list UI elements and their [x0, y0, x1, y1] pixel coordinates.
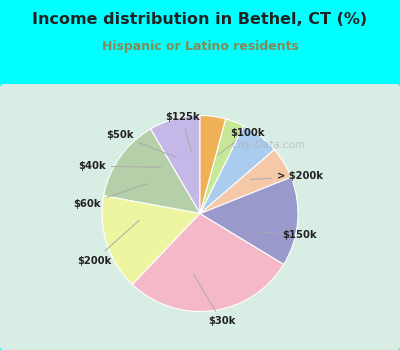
- Text: $150k: $150k: [259, 230, 317, 240]
- Text: $40k: $40k: [78, 161, 161, 171]
- Wedge shape: [200, 149, 291, 214]
- Text: Hispanic or Latino residents: Hispanic or Latino residents: [102, 40, 298, 53]
- Text: $30k: $30k: [194, 274, 235, 326]
- Wedge shape: [150, 116, 200, 214]
- Wedge shape: [132, 214, 284, 312]
- Wedge shape: [104, 129, 200, 214]
- Wedge shape: [200, 116, 226, 214]
- Wedge shape: [200, 177, 298, 264]
- Wedge shape: [200, 119, 244, 214]
- Text: Income distribution in Bethel, CT (%): Income distribution in Bethel, CT (%): [32, 12, 368, 27]
- Text: $100k: $100k: [218, 128, 264, 155]
- Text: $60k: $60k: [74, 184, 147, 209]
- Text: $50k: $50k: [106, 130, 176, 158]
- Wedge shape: [200, 126, 274, 214]
- Text: > $200k: > $200k: [251, 171, 323, 181]
- Text: City-Data.com: City-Data.com: [232, 140, 306, 150]
- Wedge shape: [102, 196, 200, 285]
- Text: $125k: $125k: [165, 112, 200, 153]
- Text: $200k: $200k: [77, 220, 139, 266]
